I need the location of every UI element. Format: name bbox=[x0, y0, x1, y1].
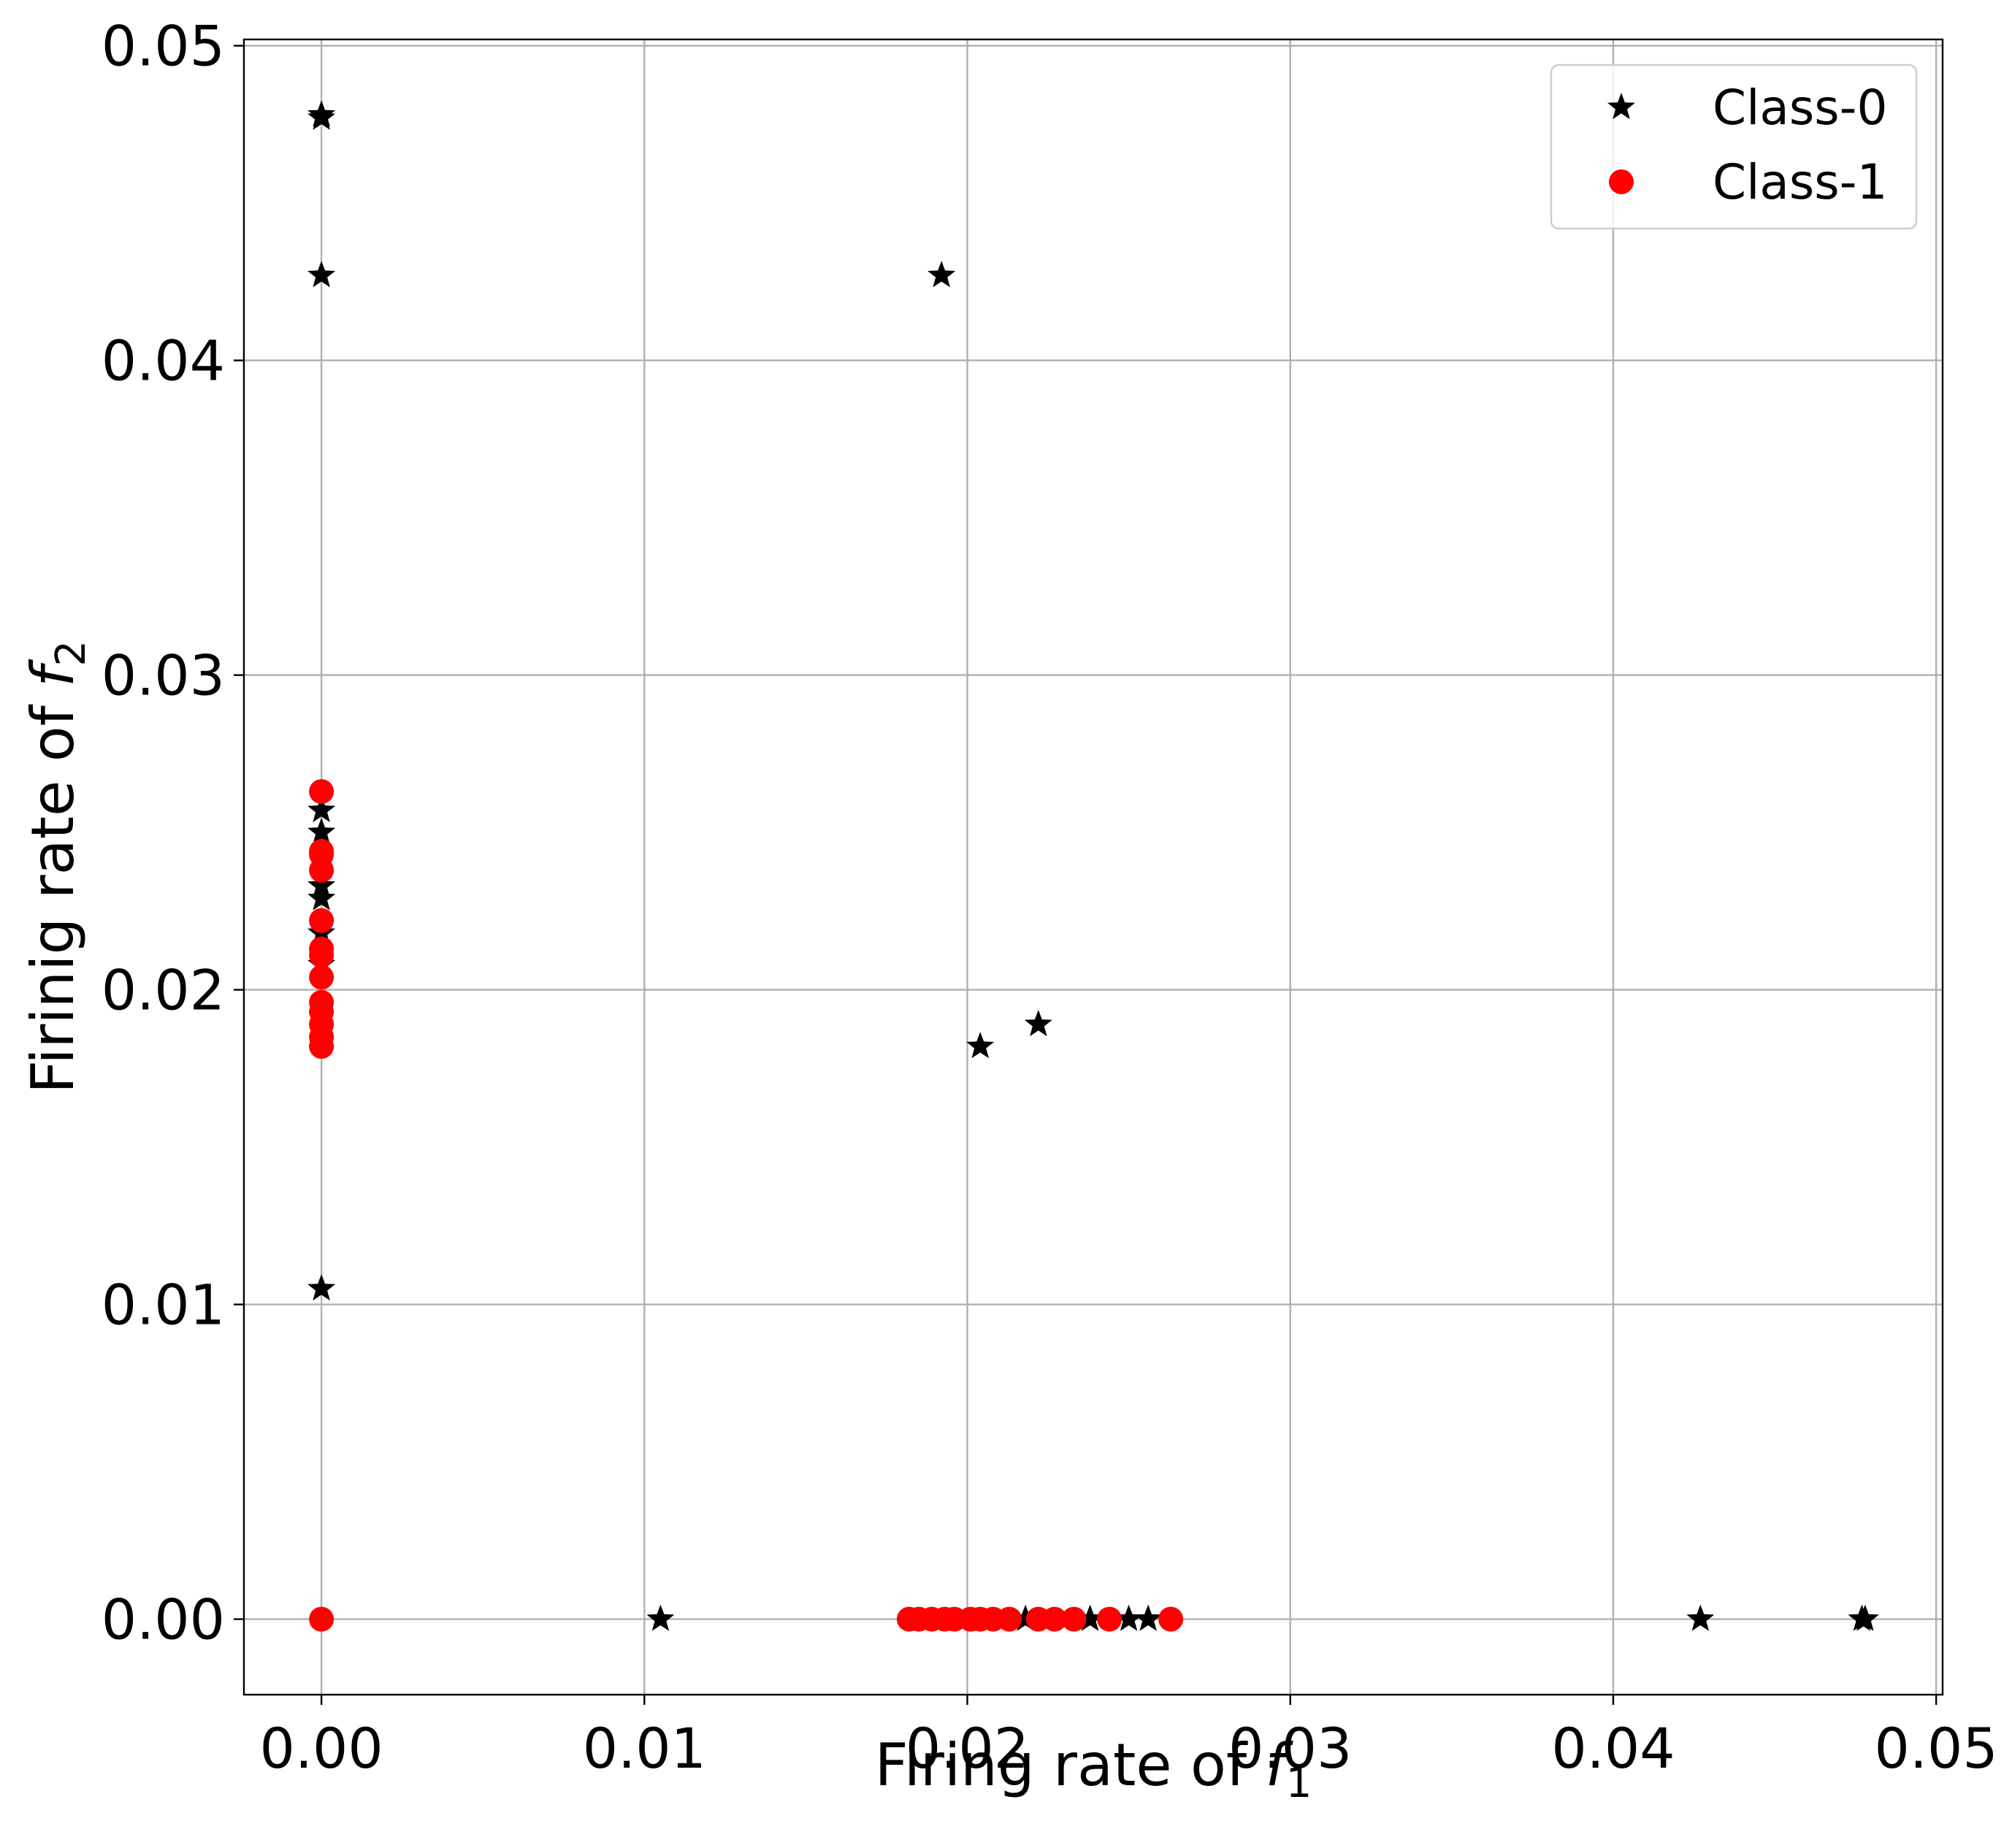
x-tick-label: 0.00 bbox=[260, 1716, 383, 1781]
x-tick-label: 0.01 bbox=[583, 1716, 706, 1781]
x-axis-label-sub: 1 bbox=[1286, 1760, 1312, 1807]
plot-frame bbox=[242, 38, 1944, 1696]
x-axis-label-prefix: Firing rate of bbox=[875, 1731, 1266, 1799]
legend-star-marker bbox=[1607, 93, 1635, 120]
class-1-circle-point bbox=[1158, 1606, 1184, 1632]
class-0-star-point bbox=[307, 1274, 336, 1301]
class-0-star-point bbox=[1851, 1604, 1879, 1631]
y-axis-label-sub: 2 bbox=[47, 640, 95, 667]
class-0-star-point bbox=[1076, 1604, 1104, 1631]
legend-star-icon bbox=[1607, 93, 1635, 120]
class-1-circle-point bbox=[997, 1606, 1022, 1632]
class-1-circle-point bbox=[309, 908, 334, 933]
y-tick-label: 0.04 bbox=[102, 329, 225, 394]
class-0-star-point bbox=[1686, 1604, 1715, 1631]
class-1-circle-point bbox=[1097, 1606, 1122, 1632]
class-1-circle-point bbox=[309, 965, 334, 990]
class-0-star-point bbox=[307, 818, 336, 845]
class-0-star-point bbox=[307, 261, 336, 288]
class-1-circle-point bbox=[309, 943, 334, 968]
class-0-star-point bbox=[1011, 1604, 1040, 1631]
data-points bbox=[307, 100, 1879, 1632]
legend-box bbox=[1550, 64, 1918, 230]
class-1-circle-point bbox=[309, 779, 334, 805]
class-0-star-point bbox=[1114, 1604, 1143, 1631]
y-axis-label: Firinig rate of f2 bbox=[19, 640, 95, 1094]
legend-circle-marker bbox=[1609, 169, 1634, 194]
grid-lines bbox=[244, 39, 1943, 1695]
class-1-circle-point bbox=[309, 1034, 334, 1059]
x-tick-label: 0.04 bbox=[1551, 1716, 1675, 1781]
y-tick-label: 0.00 bbox=[102, 1587, 225, 1652]
x-tick-label: 0.05 bbox=[1875, 1716, 1998, 1781]
y-axis-label-prefix: Firinig rate of bbox=[19, 687, 87, 1094]
class-0-star-point bbox=[1024, 1010, 1052, 1037]
class-0-star-point bbox=[966, 1032, 995, 1059]
y-tick-label: 0.05 bbox=[102, 14, 225, 79]
legend-label-class-1: Class-1 bbox=[1713, 154, 1887, 210]
x-tick-label: 0.02 bbox=[906, 1716, 1029, 1781]
class-0-star-point bbox=[307, 883, 336, 910]
x-tick-label: 0.03 bbox=[1228, 1716, 1352, 1781]
y-tick-label: 0.02 bbox=[102, 958, 225, 1023]
axis-ticks: 0.00 0.01 0.02 0.03 0.04 0.05 0.00 0.01 0.02 0.03… bbox=[102, 14, 1998, 1781]
class-0-star-point bbox=[1134, 1604, 1163, 1631]
x-axis-label: Firing rate of f1 bbox=[875, 1731, 1312, 1807]
legend-circle-icon bbox=[1609, 169, 1634, 194]
class-1-circle-point bbox=[1061, 1606, 1087, 1632]
class-0-star-point bbox=[307, 103, 336, 130]
class-1-circle-point bbox=[1041, 1606, 1067, 1632]
y-tick-label: 0.03 bbox=[102, 643, 225, 708]
class-1-circle-point bbox=[309, 857, 334, 883]
legend-label-class-0: Class-0 bbox=[1713, 80, 1887, 136]
class-0-star-point bbox=[927, 261, 956, 288]
class-0-star-point bbox=[646, 1604, 675, 1631]
class-0-star-point bbox=[307, 795, 336, 823]
y-tick-label: 0.01 bbox=[102, 1273, 225, 1338]
class-1-circle-point bbox=[309, 1606, 334, 1632]
legend: Class-0 Class-1 bbox=[1550, 64, 1918, 230]
